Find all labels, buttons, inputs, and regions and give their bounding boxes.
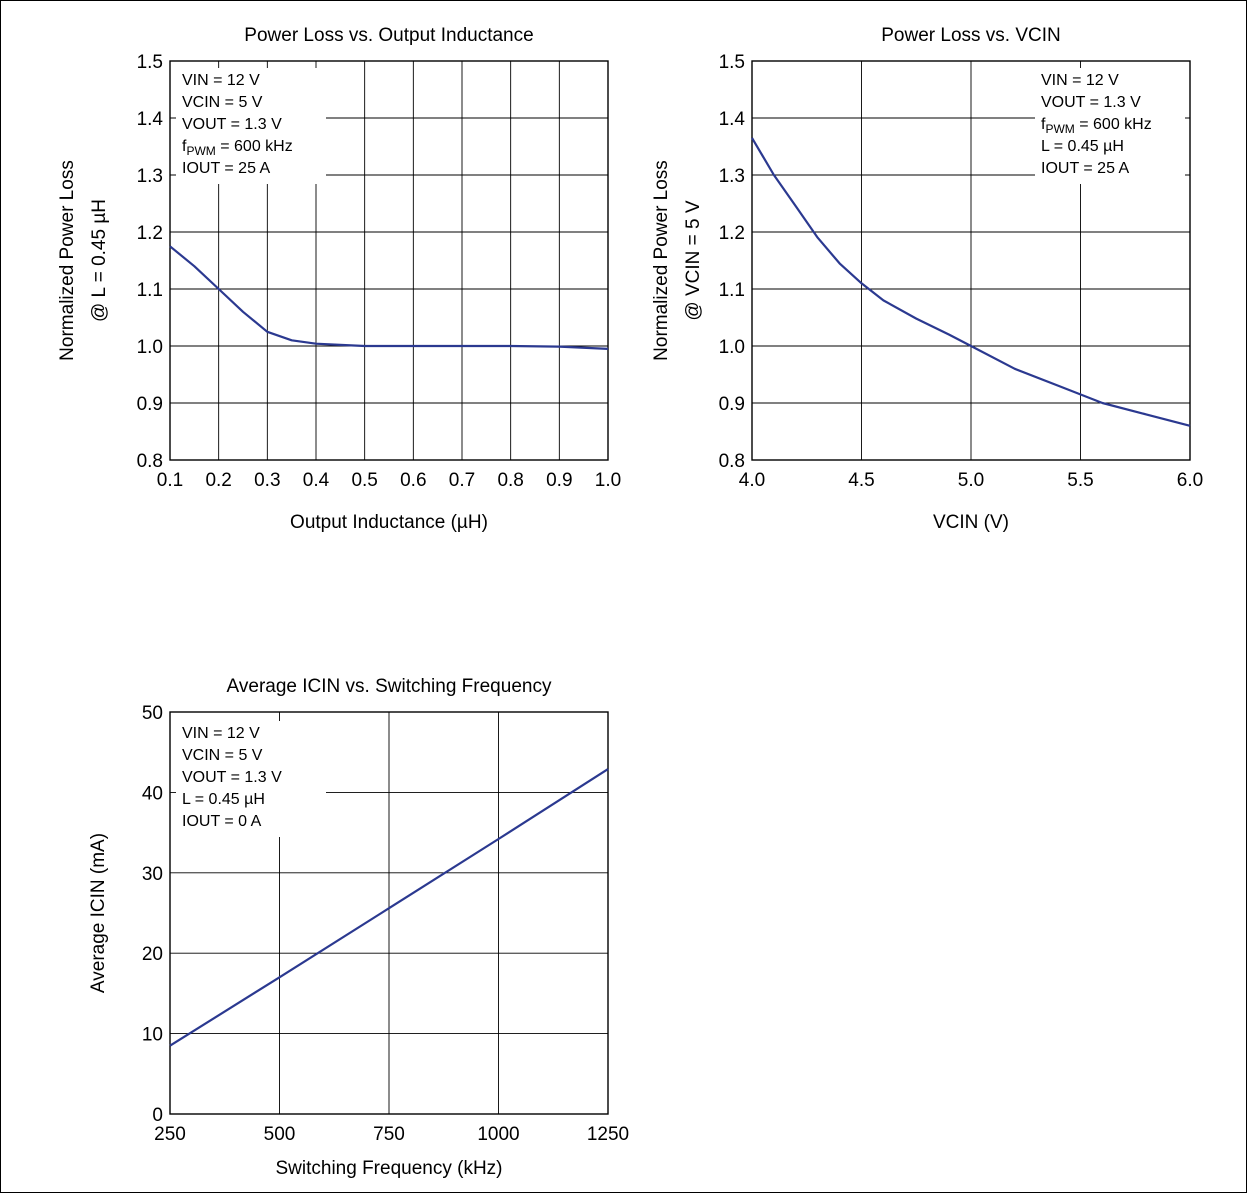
condition-line: VIN = 12 V <box>182 72 260 89</box>
y-tick-label: 50 <box>142 703 163 724</box>
y-tick-label: 1.2 <box>719 223 745 244</box>
y-axis-label: @ VCIN = 5 V <box>683 200 704 320</box>
plot-border <box>169 60 609 461</box>
y-tick-label: 0.8 <box>137 451 163 472</box>
chart-title: Average ICIN vs. Switching Frequency <box>227 676 552 697</box>
condition-line: VCIN = 5 V <box>182 94 263 111</box>
y-tick-label: 1.5 <box>137 52 163 73</box>
x-axis-label: Output Inductance (µH) <box>290 512 488 533</box>
y-tick-label: 0.8 <box>719 451 745 472</box>
condition-line: VIN = 12 V <box>1041 72 1119 89</box>
x-tick-label: 750 <box>373 1124 405 1145</box>
condition-line: VOUT = 1.3 V <box>182 116 282 133</box>
plot-border <box>751 60 1191 461</box>
y-tick-label: 1.4 <box>719 109 746 130</box>
conditions-box <box>1035 68 1185 184</box>
condition-line: VCIN = 5 V <box>182 747 263 764</box>
y-axis-label: Normalized Power Loss <box>57 160 78 361</box>
x-tick-label: 6.0 <box>1177 470 1203 491</box>
y-tick-label: 0.9 <box>137 394 163 415</box>
x-axis-label: VCIN (V) <box>933 512 1009 533</box>
y-tick-label: 1.1 <box>719 280 745 301</box>
y-tick-label: 1.1 <box>137 280 163 301</box>
x-tick-label: 0.1 <box>157 470 183 491</box>
condition-line: IOUT = 0 A <box>182 813 262 830</box>
x-tick-label: 4.0 <box>739 470 765 491</box>
x-tick-label: 1250 <box>587 1124 629 1145</box>
chart-1: Power Loss vs. Output Inductance VIN = 12… <box>57 25 621 533</box>
condition-line: fPWM = 600 kHz <box>1041 116 1152 136</box>
condition-line: VOUT = 1.3 V <box>1041 94 1141 111</box>
y-tick-label: 1.2 <box>137 223 163 244</box>
y-tick-label: 1.3 <box>137 166 163 187</box>
y-tick-label: 1.5 <box>719 52 745 73</box>
plot-border <box>169 711 609 1115</box>
condition-line: IOUT = 25 A <box>182 160 271 177</box>
chart-3: Average ICIN vs. Switching Frequency VIN … <box>88 676 629 1179</box>
x-tick-label: 0.4 <box>303 470 330 491</box>
x-tick-label: 0.2 <box>205 470 231 491</box>
x-tick-label: 0.3 <box>254 470 280 491</box>
y-tick-label: 0.9 <box>719 394 745 415</box>
x-tick-label: 500 <box>264 1124 296 1145</box>
x-tick-label: 0.6 <box>400 470 426 491</box>
condition-line: IOUT = 25 A <box>1041 160 1130 177</box>
y-tick-label: 30 <box>142 864 163 885</box>
x-tick-label: 1.0 <box>595 470 621 491</box>
series-line <box>169 768 609 1047</box>
x-tick-label: 0.5 <box>351 470 377 491</box>
x-tick-label: 1000 <box>477 1124 519 1145</box>
series-line <box>751 137 1191 427</box>
y-tick-label: 0 <box>152 1105 163 1126</box>
chart-2: Power Loss vs. VCIN VIN = 12 V VOUT = 1.3 … <box>651 25 1203 533</box>
y-axis-label: Average ICIN (mA) <box>88 833 109 993</box>
series-line <box>169 245 609 350</box>
y-axis-label: Normalized Power Loss <box>651 160 672 361</box>
x-tick-label: 5.5 <box>1067 470 1093 491</box>
x-axis-label: Switching Frequency (kHz) <box>275 1158 502 1179</box>
condition-line: L = 0.45 µH <box>1041 138 1124 155</box>
x-tick-label: 0.8 <box>497 470 523 491</box>
conditions-box <box>176 721 326 837</box>
y-tick-label: 20 <box>142 944 163 965</box>
condition-line: VOUT = 1.3 V <box>182 769 282 786</box>
condition-line: L = 0.45 µH <box>182 791 265 808</box>
x-tick-label: 0.7 <box>449 470 475 491</box>
x-tick-label: 4.5 <box>848 470 874 491</box>
chart-title: Power Loss vs. Output Inductance <box>244 25 533 46</box>
y-tick-label: 1.4 <box>137 109 164 130</box>
chart-title: Power Loss vs. VCIN <box>881 25 1061 46</box>
x-tick-label: 250 <box>154 1124 186 1145</box>
y-tick-label: 40 <box>142 783 163 804</box>
y-tick-label: 1.0 <box>719 337 745 358</box>
x-tick-label: 5.0 <box>958 470 984 491</box>
conditions-box <box>176 68 326 184</box>
x-tick-label: 0.9 <box>546 470 572 491</box>
condition-line: fPWM = 600 kHz <box>182 138 293 158</box>
y-tick-label: 1.0 <box>137 337 163 358</box>
y-tick-label: 10 <box>142 1025 163 1046</box>
y-tick-label: 1.3 <box>719 166 745 187</box>
condition-line: VIN = 12 V <box>182 725 260 742</box>
y-axis-label: @ L = 0.45 µH <box>89 199 110 322</box>
